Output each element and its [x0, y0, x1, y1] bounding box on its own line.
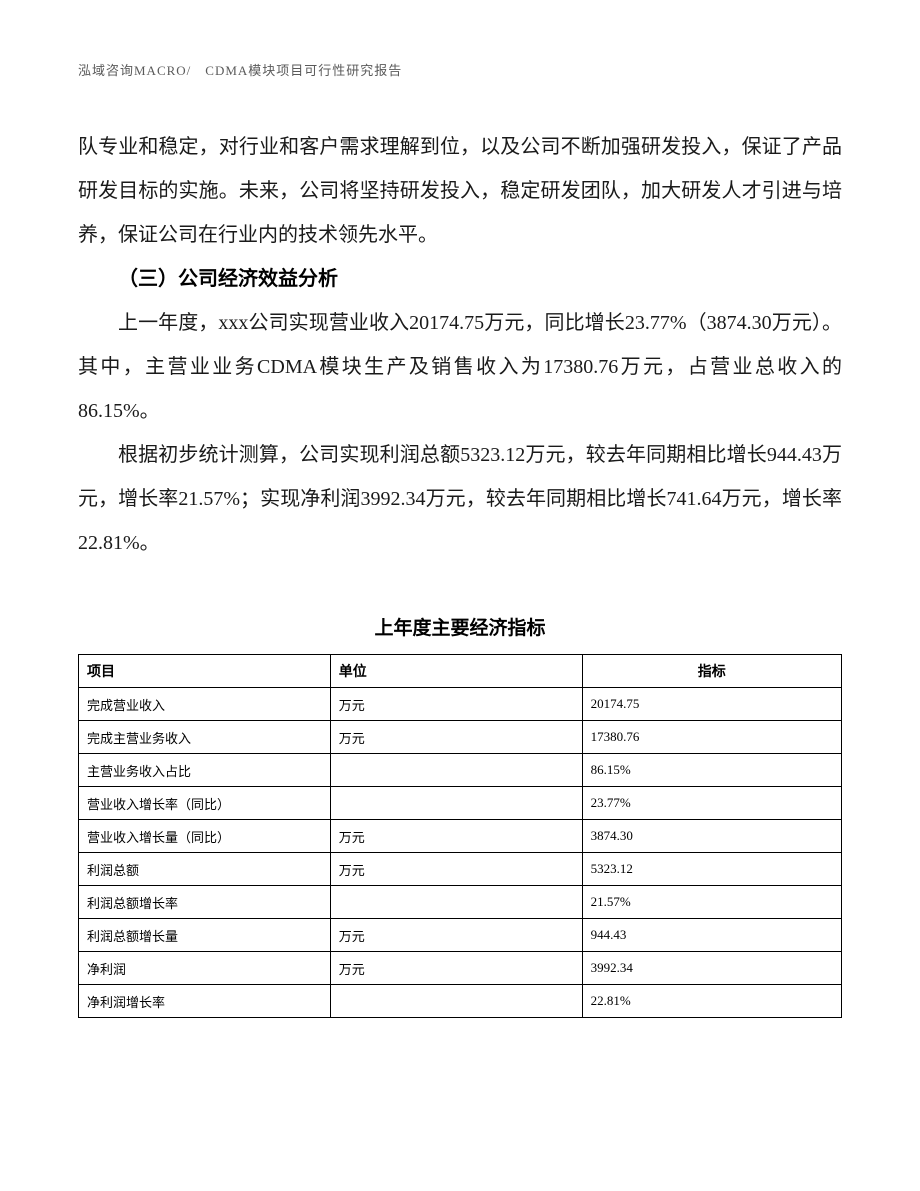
table-row: 利润总额 万元 5323.12 — [79, 853, 842, 886]
table-cell: 万元 — [330, 919, 582, 952]
table-cell: 净利润 — [79, 952, 331, 985]
economic-indicators-table: 项目 单位 指标 完成营业收入 万元 20174.75 完成主营业务收入 万元 … — [78, 654, 842, 1018]
table-row: 完成营业收入 万元 20174.75 — [79, 688, 842, 721]
table-row: 营业收入增长率（同比） 23.77% — [79, 787, 842, 820]
table-cell: 利润总额增长量 — [79, 919, 331, 952]
table-cell: 主营业务收入占比 — [79, 754, 331, 787]
table-header-row: 项目 单位 指标 — [79, 655, 842, 688]
paragraph-3: 根据初步统计测算，公司实现利润总额5323.12万元，较去年同期相比增长944.… — [78, 433, 842, 565]
table-cell: 944.43 — [582, 919, 841, 952]
paragraph-2: 上一年度，xxx公司实现营业收入20174.75万元，同比增长23.77%（38… — [78, 301, 842, 433]
table-cell: 17380.76 — [582, 721, 841, 754]
table-row: 净利润 万元 3992.34 — [79, 952, 842, 985]
table-cell: 万元 — [330, 952, 582, 985]
table-cell: 完成营业收入 — [79, 688, 331, 721]
table-cell: 利润总额 — [79, 853, 331, 886]
table-cell — [330, 787, 582, 820]
section-heading: （三）公司经济效益分析 — [78, 257, 842, 301]
table-cell: 5323.12 — [582, 853, 841, 886]
table-cell — [330, 985, 582, 1018]
paragraph-1: 队专业和稳定，对行业和客户需求理解到位，以及公司不断加强研发投入，保证了产品研发… — [78, 125, 842, 257]
table-cell: 22.81% — [582, 985, 841, 1018]
table-cell: 86.15% — [582, 754, 841, 787]
table-cell: 营业收入增长量（同比） — [79, 820, 331, 853]
table-cell: 利润总额增长率 — [79, 886, 331, 919]
table-cell: 万元 — [330, 820, 582, 853]
document-page: 泓域咨询MACRO/ CDMA模块项目可行性研究报告 队专业和稳定，对行业和客户… — [0, 0, 920, 1191]
table-cell: 万元 — [330, 688, 582, 721]
table-title: 上年度主要经济指标 — [78, 613, 842, 640]
table-cell: 20174.75 — [582, 688, 841, 721]
table-cell: 3874.30 — [582, 820, 841, 853]
table-row: 利润总额增长率 21.57% — [79, 886, 842, 919]
table-header-cell: 单位 — [330, 655, 582, 688]
table-cell — [330, 754, 582, 787]
table-row: 净利润增长率 22.81% — [79, 985, 842, 1018]
table-row: 主营业务收入占比 86.15% — [79, 754, 842, 787]
table-cell: 净利润增长率 — [79, 985, 331, 1018]
table-cell: 营业收入增长率（同比） — [79, 787, 331, 820]
table-cell: 完成主营业务收入 — [79, 721, 331, 754]
table-header-cell: 项目 — [79, 655, 331, 688]
page-header: 泓域咨询MACRO/ CDMA模块项目可行性研究报告 — [78, 60, 842, 79]
table-cell: 3992.34 — [582, 952, 841, 985]
table-cell: 23.77% — [582, 787, 841, 820]
table-header-cell: 指标 — [582, 655, 841, 688]
table-row: 完成主营业务收入 万元 17380.76 — [79, 721, 842, 754]
table-cell: 21.57% — [582, 886, 841, 919]
table-cell: 万元 — [330, 721, 582, 754]
table-cell — [330, 886, 582, 919]
table-row: 营业收入增长量（同比） 万元 3874.30 — [79, 820, 842, 853]
table-row: 利润总额增长量 万元 944.43 — [79, 919, 842, 952]
table-cell: 万元 — [330, 853, 582, 886]
